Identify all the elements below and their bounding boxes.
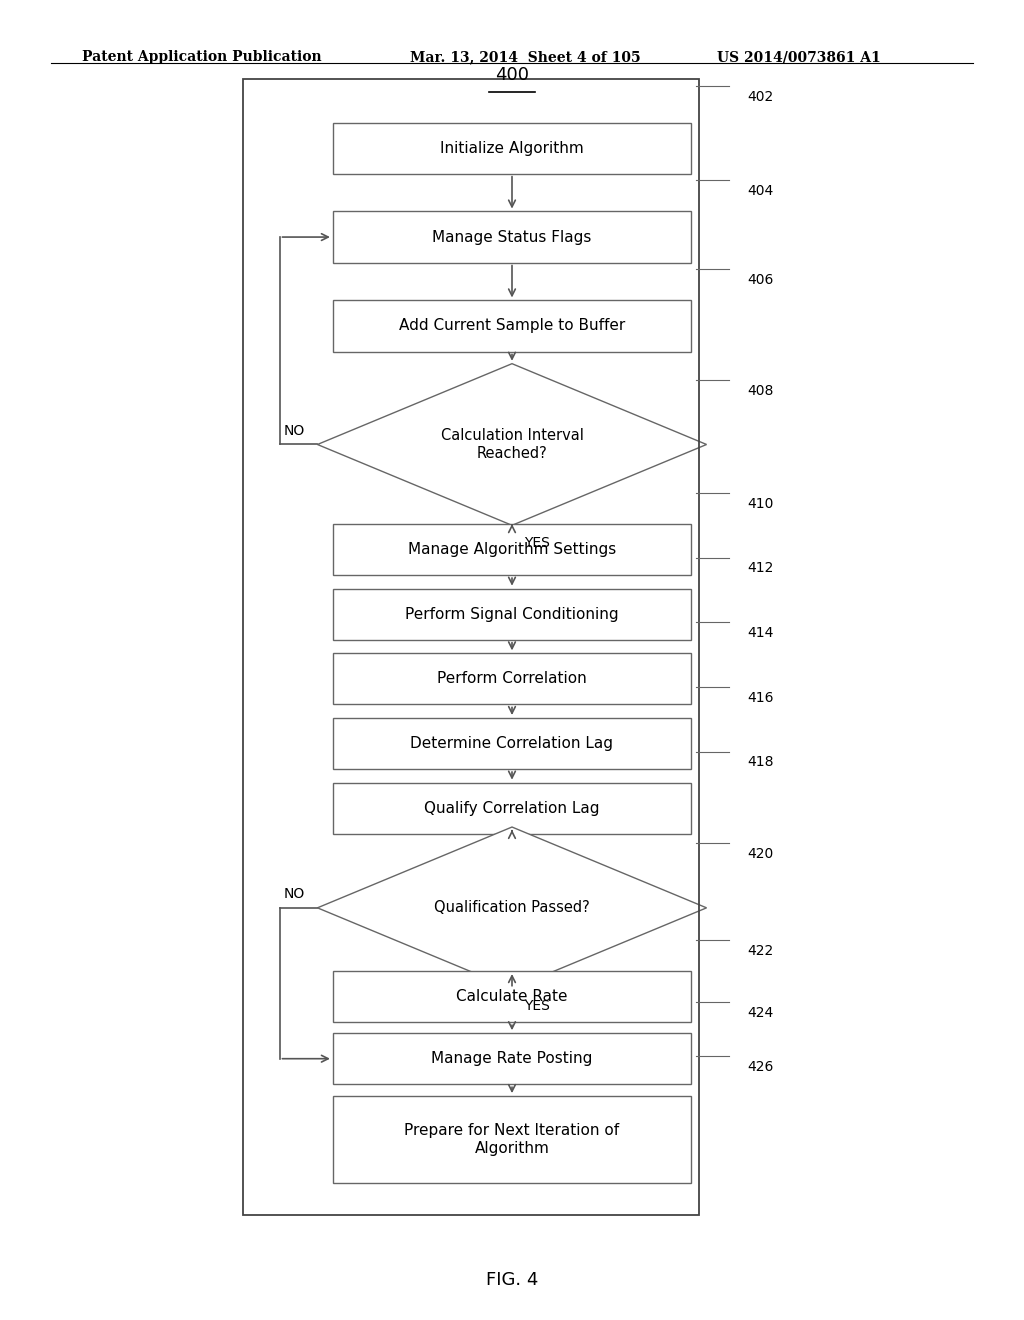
Text: 404: 404 bbox=[748, 185, 774, 198]
Text: Manage Status Flags: Manage Status Flags bbox=[432, 230, 592, 244]
Text: 406: 406 bbox=[748, 273, 774, 288]
Text: US 2014/0073861 A1: US 2014/0073861 A1 bbox=[717, 50, 881, 65]
Text: Patent Application Publication: Patent Application Publication bbox=[82, 50, 322, 65]
Text: 412: 412 bbox=[748, 561, 774, 576]
Polygon shape bbox=[317, 828, 707, 989]
FancyBboxPatch shape bbox=[333, 653, 691, 705]
FancyBboxPatch shape bbox=[333, 211, 691, 263]
Text: 422: 422 bbox=[748, 944, 774, 958]
Text: 408: 408 bbox=[748, 384, 774, 397]
Text: Manage Algorithm Settings: Manage Algorithm Settings bbox=[408, 543, 616, 557]
Text: Perform Correlation: Perform Correlation bbox=[437, 672, 587, 686]
Text: 402: 402 bbox=[748, 90, 774, 104]
FancyBboxPatch shape bbox=[333, 301, 691, 351]
Text: Qualify Correlation Lag: Qualify Correlation Lag bbox=[424, 801, 600, 816]
Text: YES: YES bbox=[524, 536, 550, 550]
Text: Qualification Passed?: Qualification Passed? bbox=[434, 900, 590, 915]
FancyBboxPatch shape bbox=[333, 1034, 691, 1084]
Text: 416: 416 bbox=[748, 690, 774, 705]
Text: NO: NO bbox=[284, 887, 305, 902]
Text: Initialize Algorithm: Initialize Algorithm bbox=[440, 141, 584, 156]
Text: Manage Rate Posting: Manage Rate Posting bbox=[431, 1051, 593, 1067]
FancyBboxPatch shape bbox=[333, 972, 691, 1022]
Text: NO: NO bbox=[284, 424, 305, 438]
Text: 420: 420 bbox=[748, 847, 774, 861]
Text: 424: 424 bbox=[748, 1006, 774, 1020]
Text: Calculation Interval
Reached?: Calculation Interval Reached? bbox=[440, 428, 584, 461]
Text: Calculate Rate: Calculate Rate bbox=[457, 989, 567, 1005]
Text: Prepare for Next Iteration of
Algorithm: Prepare for Next Iteration of Algorithm bbox=[404, 1123, 620, 1156]
Text: YES: YES bbox=[524, 999, 550, 1014]
Text: Add Current Sample to Buffer: Add Current Sample to Buffer bbox=[399, 318, 625, 334]
Text: 426: 426 bbox=[748, 1060, 774, 1073]
Text: 400: 400 bbox=[495, 66, 529, 84]
Text: Perform Signal Conditioning: Perform Signal Conditioning bbox=[406, 607, 618, 622]
FancyBboxPatch shape bbox=[333, 123, 691, 174]
Text: FIG. 4: FIG. 4 bbox=[485, 1271, 539, 1288]
Polygon shape bbox=[317, 364, 707, 525]
Text: Mar. 13, 2014  Sheet 4 of 105: Mar. 13, 2014 Sheet 4 of 105 bbox=[410, 50, 640, 65]
FancyBboxPatch shape bbox=[333, 524, 691, 576]
Text: 410: 410 bbox=[748, 496, 774, 511]
FancyBboxPatch shape bbox=[333, 1096, 691, 1183]
FancyBboxPatch shape bbox=[333, 589, 691, 640]
Text: 414: 414 bbox=[748, 626, 774, 640]
Text: 418: 418 bbox=[748, 755, 774, 770]
FancyBboxPatch shape bbox=[333, 783, 691, 834]
FancyBboxPatch shape bbox=[333, 718, 691, 770]
Text: Determine Correlation Lag: Determine Correlation Lag bbox=[411, 737, 613, 751]
